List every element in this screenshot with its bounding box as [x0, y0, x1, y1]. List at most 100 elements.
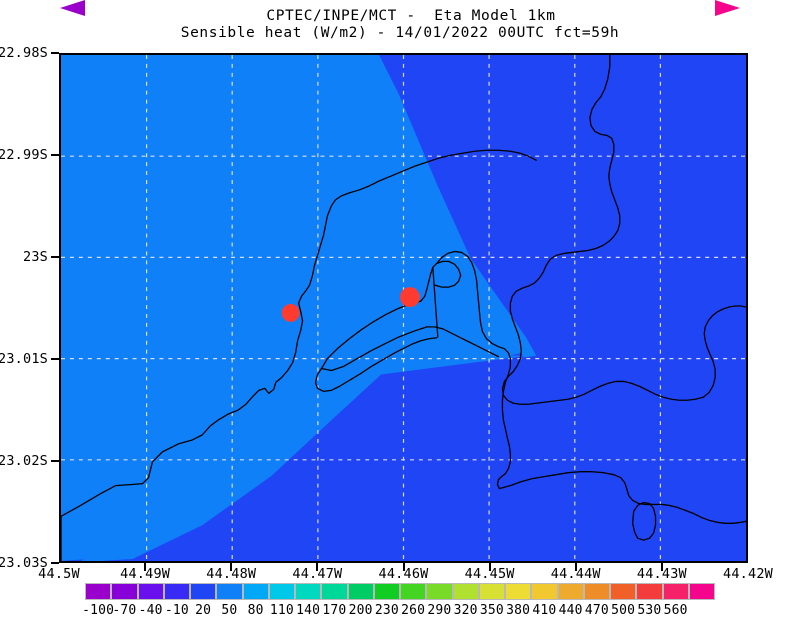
field-region-transition-2 [80, 352, 529, 561]
colorbar-cell-11[interactable] [373, 583, 400, 600]
colorbar-cell-1[interactable] [111, 583, 138, 600]
colorbar-label-16: 380 [506, 603, 531, 618]
colorbar-cell-8[interactable] [295, 583, 322, 600]
coastline-northeast [501, 55, 704, 405]
coastline-northeast-tip [702, 305, 746, 398]
colorbar-cell-0[interactable] [85, 583, 112, 600]
colorbar-cell-21[interactable] [636, 583, 663, 600]
x-axis-label-1: 44.49W [120, 566, 171, 582]
colorbar-label-18: 440 [558, 603, 583, 618]
colorbar-cell-2[interactable] [137, 583, 164, 600]
colorbar-label-22: 560 [663, 603, 688, 618]
coastline-overlay [61, 55, 746, 561]
x-axis-label-5: 44.45W [464, 566, 515, 582]
colorbar-cell-3[interactable] [163, 583, 190, 600]
colorbar-cell-17[interactable] [531, 583, 558, 600]
colorbar-cell-19[interactable] [583, 583, 610, 600]
colorbar-label-20: 500 [611, 603, 636, 618]
y-axis-label-3: 23.01S [0, 351, 48, 367]
pier-structure-upper [320, 260, 462, 370]
colorbar-label-2: -40 [138, 603, 163, 618]
colorbar-cell-5[interactable] [216, 583, 243, 600]
figure-title-block: CPTEC/INPE/MCT - Eta Model 1km Sensible … [0, 8, 800, 42]
colorbar-cell-9[interactable] [321, 583, 348, 600]
x-axis-tick-3 [316, 563, 319, 571]
colorbar-label-6: 80 [247, 603, 264, 618]
station-markers[interactable] [281, 287, 420, 322]
x-axis-tick-1 [144, 563, 147, 571]
colorbar-cell-12[interactable] [400, 583, 427, 600]
colorbar-cell-16[interactable] [505, 583, 532, 600]
x-axis-tick-4 [402, 563, 405, 571]
colorbar-cell-13[interactable] [426, 583, 453, 600]
y-axis-tick-4 [51, 460, 59, 462]
y-axis-tick-0 [51, 52, 59, 54]
colorbar-cell-20[interactable] [610, 583, 637, 600]
colorbar-label-1: -70 [112, 603, 137, 618]
colorbar-label-8: 140 [296, 603, 321, 618]
colorbar-cell-18[interactable] [557, 583, 584, 600]
island-south-central [632, 501, 657, 541]
pier-structure-lower [320, 326, 500, 372]
colorbar-label-3: -10 [164, 603, 189, 618]
y-axis-label-5: 23.03S [0, 555, 48, 571]
colorbar-cell-22[interactable] [662, 583, 689, 600]
figure-title-line-2: Sensible heat (W/m2) - 14/01/2022 00UTC … [180, 25, 620, 41]
x-axis-label-8: 44.42W [723, 566, 773, 582]
colorbar-label-10: 200 [348, 603, 373, 618]
y-axis-label-1: 22.99S [0, 147, 48, 163]
x-axis-tick-2 [230, 563, 233, 571]
x-axis-tick-6 [574, 563, 577, 571]
station-marker-1[interactable] [281, 304, 300, 322]
pier-vertical-span [432, 266, 439, 338]
y-axis-tick-1 [51, 154, 59, 156]
colorbar-label-14: 320 [453, 603, 478, 618]
colorbar-label-21: 530 [637, 603, 662, 618]
colorbar-label-9: 170 [322, 603, 347, 618]
y-axis-tick-3 [51, 358, 59, 360]
colorbar-cell-10[interactable] [347, 583, 374, 600]
colorbar-cell-4[interactable] [190, 583, 217, 600]
x-axis-label-3: 44.47W [292, 566, 343, 582]
x-axis-label-0: 44.5W [38, 566, 80, 582]
colorbar-label-19: 470 [584, 603, 609, 618]
map-plot-area[interactable] [59, 53, 748, 563]
pier-structure-base [314, 337, 438, 392]
y-axis-tick-2 [51, 256, 59, 258]
map-canvas [61, 55, 746, 561]
map-gridlines [61, 55, 746, 561]
colorbar-cell-7[interactable] [268, 583, 295, 600]
field-region-transition [371, 55, 537, 358]
colorbar-cell-6[interactable] [242, 583, 269, 600]
colorbar-label-7: 110 [269, 603, 294, 618]
colorbar-cell-14[interactable] [452, 583, 479, 600]
coastline-central-headland [436, 250, 512, 490]
colorbar-cell-15[interactable] [478, 583, 505, 600]
x-axis-label-7: 44.43W [636, 566, 687, 582]
colorbar-label-15: 350 [479, 603, 504, 618]
x-axis-tick-7 [660, 563, 663, 571]
coastline-east [498, 471, 746, 524]
colorbar-label-4: 20 [195, 603, 212, 618]
y-axis-tick-5 [51, 562, 59, 564]
colorbar-label-0: -100 [82, 603, 115, 618]
colorbar-under-arrow [60, 0, 85, 16]
colorbar-label-11: 230 [374, 603, 399, 618]
colorbar-label-5: 50 [221, 603, 238, 618]
colorbar-cell-23[interactable] [688, 583, 715, 600]
colorbar-label-12: 260 [401, 603, 426, 618]
x-axis-label-2: 44.48W [206, 566, 257, 582]
x-axis-label-6: 44.44W [550, 566, 601, 582]
colorbar-label-17: 410 [532, 603, 557, 618]
x-axis-label-4: 44.46W [378, 566, 429, 582]
x-axis-tick-5 [488, 563, 491, 571]
colorbar[interactable] [85, 583, 715, 600]
y-axis-label-2: 23S [23, 249, 48, 265]
y-axis-label-4: 23.02S [0, 453, 48, 469]
coastline-southwest [61, 149, 537, 561]
y-axis-label-0: 22.98S [0, 45, 48, 61]
station-marker-2[interactable] [400, 287, 420, 308]
colorbar-over-arrow [715, 0, 740, 16]
colorbar-label-13: 290 [427, 603, 452, 618]
